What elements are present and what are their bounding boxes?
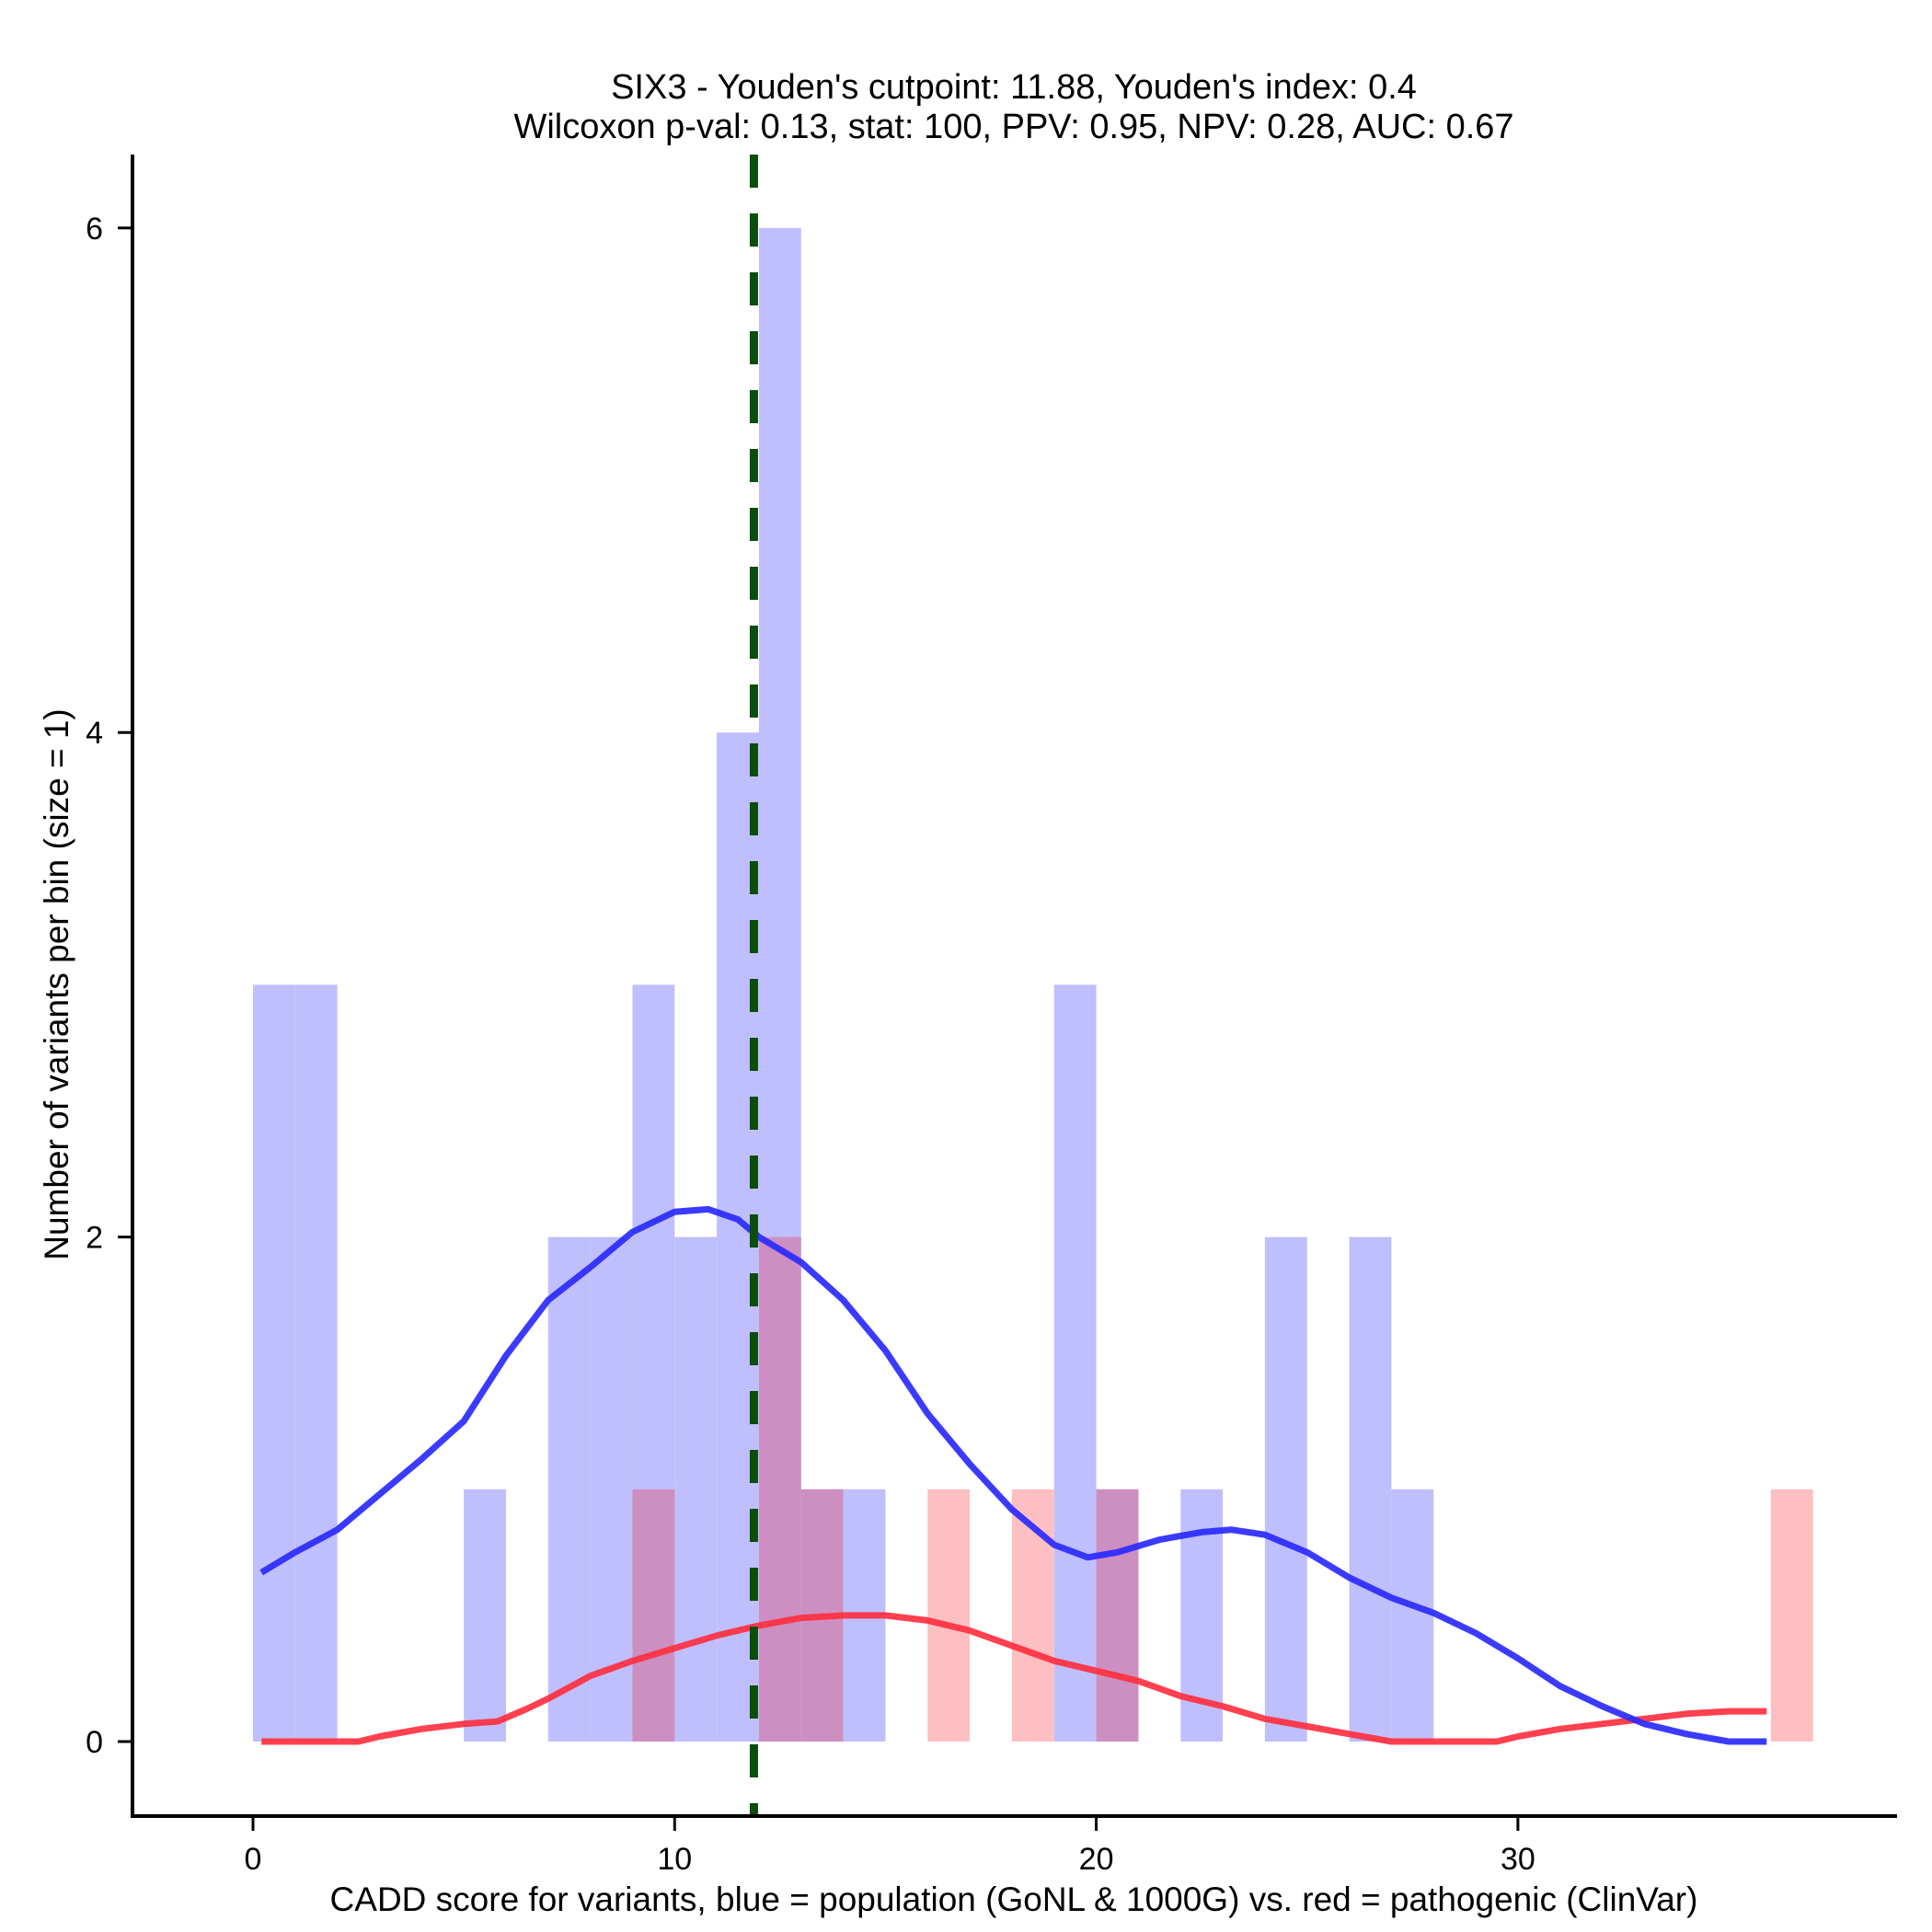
population-bar: [1349, 1236, 1392, 1742]
pathogenic-bar: [1770, 1489, 1813, 1742]
y-tick-label: 0: [86, 1725, 103, 1760]
y-tick-label: 6: [86, 212, 103, 247]
population-bar: [1053, 984, 1097, 1742]
density-curves: [259, 1205, 1767, 1745]
x-tick-label: 10: [657, 1842, 692, 1877]
pathogenic-bar: [1011, 1489, 1054, 1742]
population-bar: [1264, 1236, 1307, 1742]
pathogenic-bars: [927, 1489, 1813, 1742]
population-bar: [674, 1236, 718, 1742]
chart-title-line-2: Wilcoxon p-val: 0.13, stat: 100, PPV: 0.…: [513, 108, 1513, 146]
pathogenic-bar: [927, 1489, 971, 1742]
overlap-bar: [632, 1489, 675, 1742]
pathogenic-density-curve: [261, 1612, 1767, 1745]
population-bar: [294, 984, 338, 1742]
x-tick-label: 30: [1501, 1842, 1535, 1877]
y-tick-label: 2: [86, 1221, 103, 1256]
population-bar: [253, 984, 295, 1742]
chart-title: SIX3 - Youden's cutpoint: 11.88, Youden'…: [513, 68, 1513, 146]
x-ticks: 0 10 20 30: [245, 1816, 1535, 1877]
population-bar: [590, 1236, 633, 1742]
axes: 0 10 20 30 0 2 4 6: [86, 155, 1897, 1877]
x-axis-label: CADD score for variants, blue = populati…: [330, 1880, 1698, 1918]
x-tick-label: 20: [1079, 1842, 1114, 1877]
overlap-bars: [632, 1236, 1139, 1742]
chart-title-line-1: SIX3 - Youden's cutpoint: 11.88, Youden'…: [611, 68, 1417, 107]
population-bar: [547, 1236, 591, 1742]
y-axis-label: Number of variants per bin (size = 1): [38, 708, 75, 1259]
y-ticks: 0 2 4 6: [86, 212, 132, 1760]
overlap-bar: [758, 1236, 801, 1742]
y-tick-label: 4: [86, 716, 103, 751]
population-bar: [1391, 1489, 1434, 1742]
population-bar: [464, 1489, 506, 1742]
overlap-bar: [1096, 1489, 1139, 1742]
x-tick-label: 0: [245, 1842, 262, 1877]
population-density-curve: [259, 1205, 1767, 1745]
